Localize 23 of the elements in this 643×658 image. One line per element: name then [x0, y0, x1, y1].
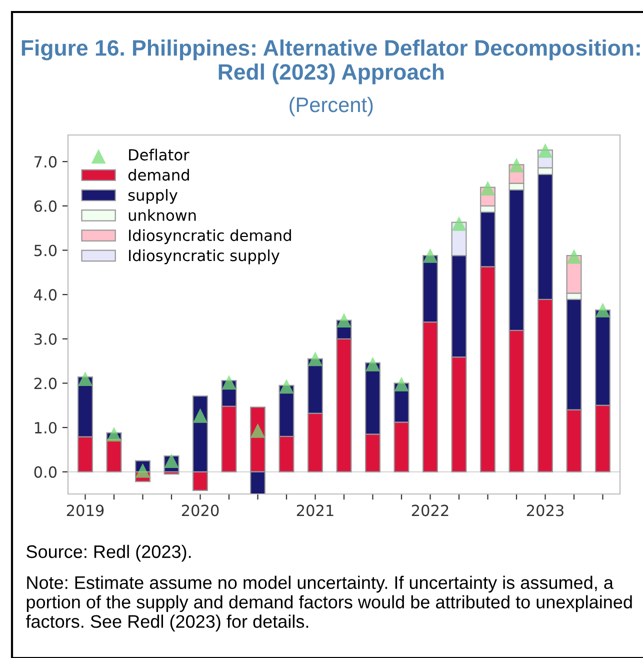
chart-title: Figure 16. Philippines: Alternative Deflator Decomposition: Redl (2023) Approach [22, 39, 640, 84]
y-tick-label: 3.0 [34, 333, 57, 345]
y-tick-label: 5.0 [34, 244, 57, 256]
legend-label: demand [128, 168, 189, 181]
x-tick-label: 2021 [296, 504, 334, 516]
x-tick-label: 2022 [412, 504, 448, 516]
y-tick-label: 0.0 [34, 466, 57, 478]
y-tick-label: 7.0 [34, 156, 57, 168]
legend-label: Deflator [129, 148, 190, 161]
y-tick-label: 6.0 [34, 200, 57, 212]
x-tick-label: 2020 [182, 504, 219, 516]
text: Note: Estimate assume no model uncertainty. If uncertainty is assumed, a portion of the supply and demand factors would be attributed to unexplained factors. See Redl (2023) for details. [26, 576, 632, 632]
legend-label: unknown [128, 209, 196, 221]
legend-label: Idiosyncratic supply [129, 249, 280, 264]
x-tick-label: 2023 [526, 504, 564, 516]
legend-label: Idiosyncratic demand [129, 229, 291, 244]
y-tick-label: 4.0 [34, 289, 57, 301]
chart-subtitle: (Percent) [290, 96, 373, 116]
y-tick-label: 2.0 [34, 378, 57, 390]
x-tick-label: 2019 [66, 504, 104, 516]
y-tick-label: 1.0 [34, 422, 57, 434]
legend-label: supply [128, 189, 178, 204]
source-note: Source: Redl (2023). [26, 544, 191, 562]
